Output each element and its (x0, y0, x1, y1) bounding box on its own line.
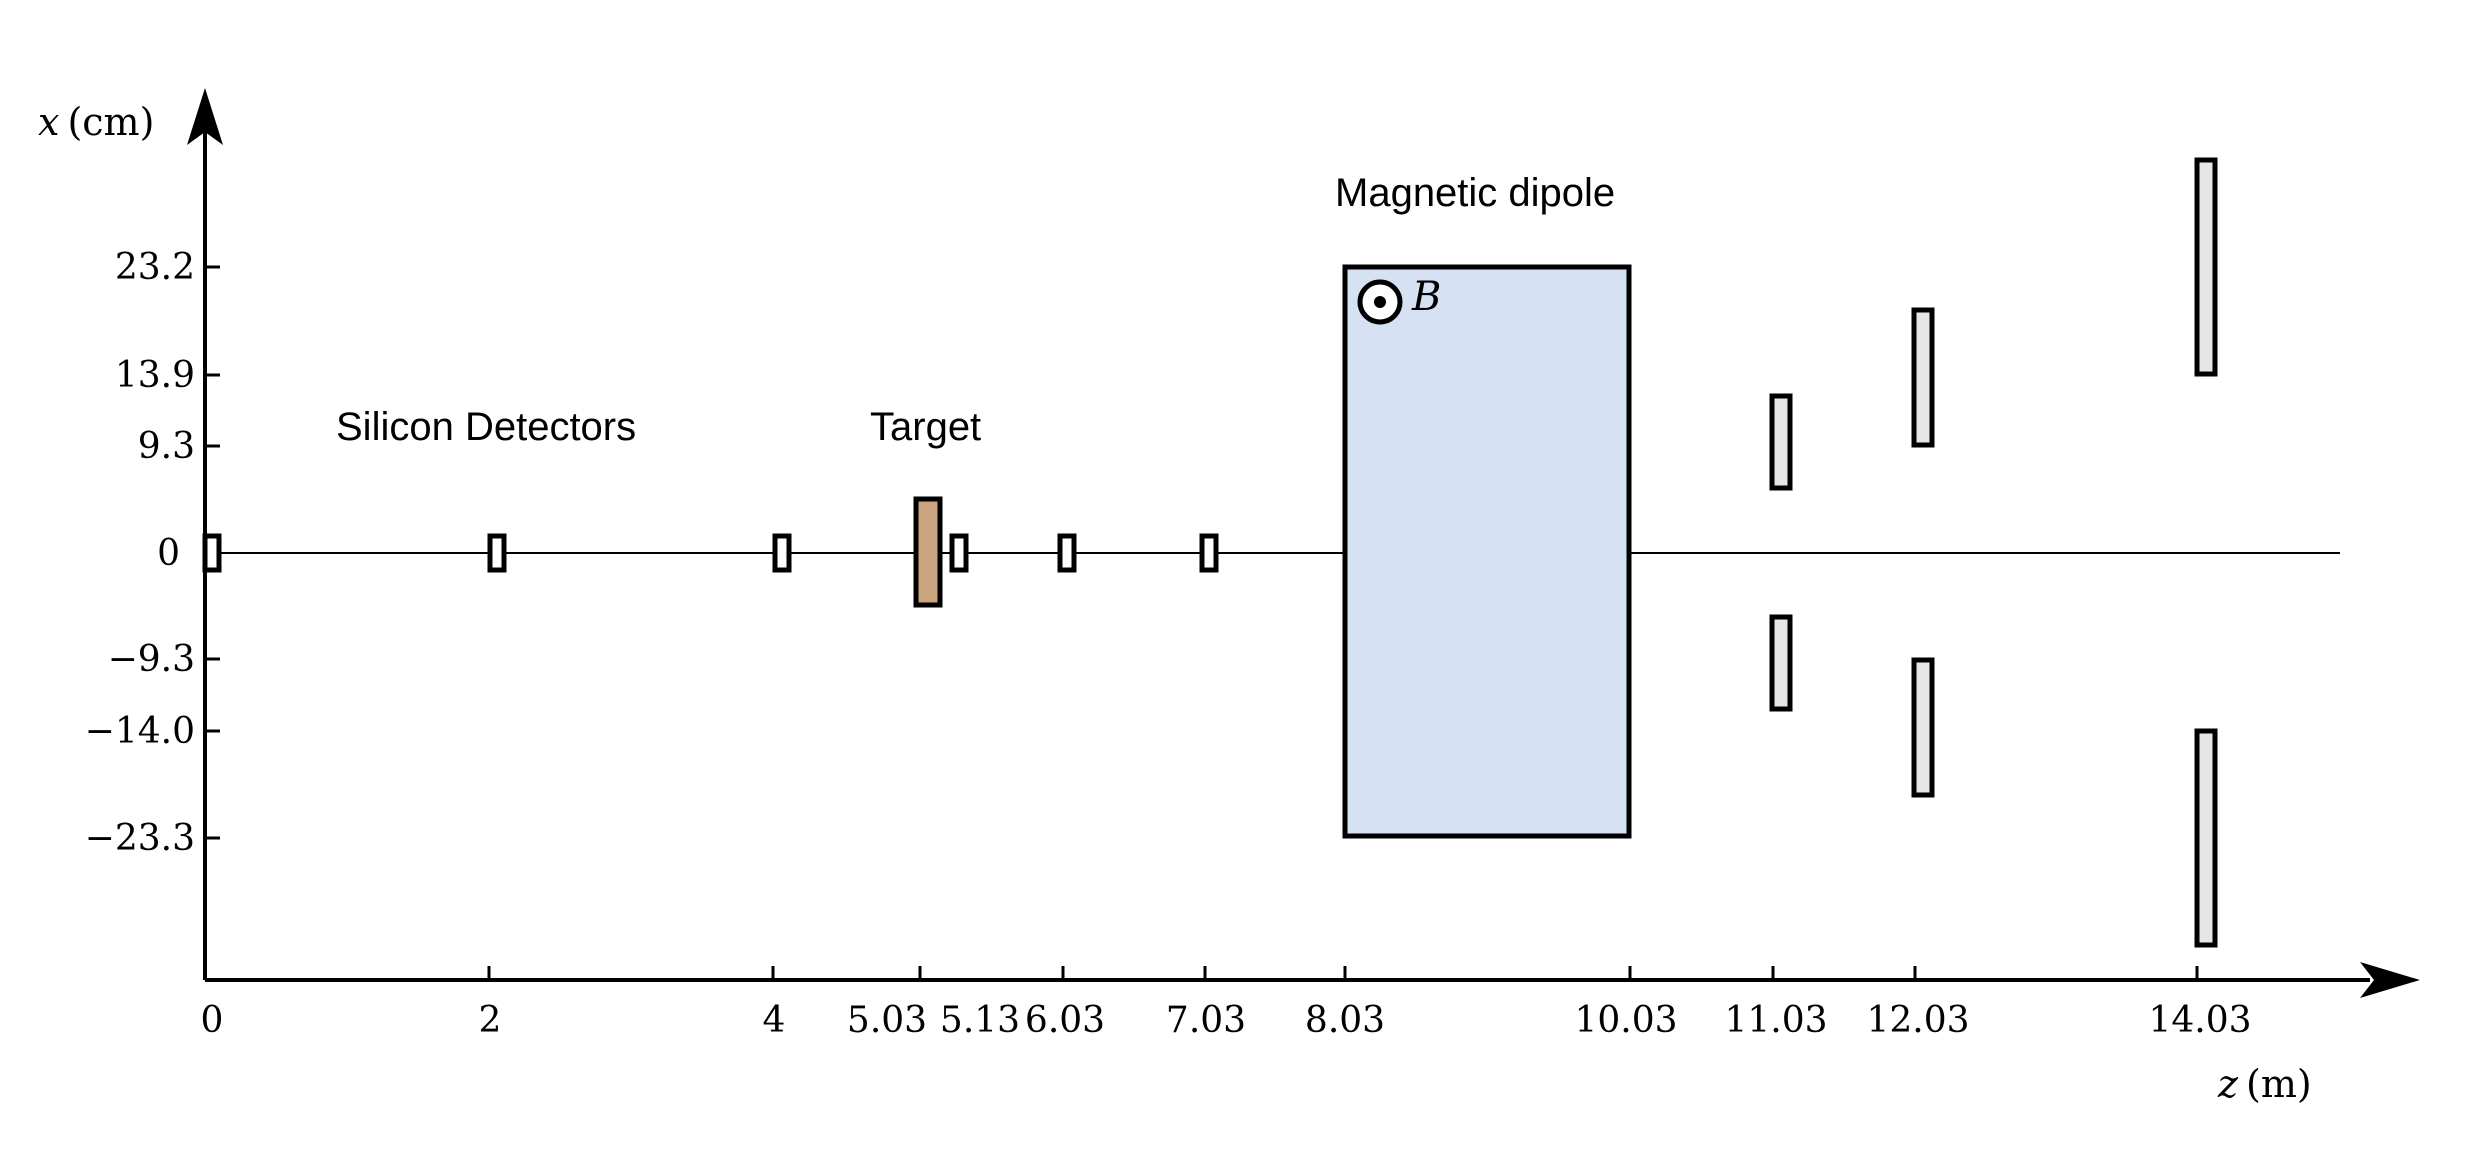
downstream-detector-lower (1911, 657, 1935, 798)
downstream-detectors (1769, 157, 2218, 948)
downstream-detector-upper (1911, 307, 1935, 448)
silicon-detector (772, 533, 792, 573)
z-tick-label: 4 (763, 1000, 786, 1041)
silicon-detectors-label: Silicon Detectors (336, 405, 636, 449)
silicon-detector (202, 533, 222, 573)
z-axis-arrow-icon (2360, 962, 2420, 998)
silicon-detectors (202, 533, 1219, 573)
z-tick-label: 10.03 (1574, 1000, 1677, 1041)
x-ticks: 23.2 13.9 9.3 0 −9.3 −14.0 −23.3 (85, 247, 220, 859)
target-block (913, 496, 943, 608)
x-tick-label: −9.3 (108, 639, 195, 680)
z-tick-label: 0 (201, 1000, 224, 1041)
magnetic-dipole-label: Magnetic dipole (1335, 171, 1615, 215)
z-tick-label: 5.13 (940, 1000, 1020, 1041)
z-tick-label: 6.03 (1025, 1000, 1105, 1041)
z-tick-label: 2 (479, 1000, 502, 1041)
downstream-detector-lower (1769, 614, 1793, 712)
x-axis-title: x (cm) (38, 100, 154, 144)
x-tick-label: 23.2 (115, 247, 195, 288)
z-tick-label: 11.03 (1724, 1000, 1827, 1041)
field-label: B (1411, 274, 1441, 320)
z-tick-label: 12.03 (1866, 1000, 1969, 1041)
x-tick-label: 13.9 (115, 355, 195, 396)
z-tick-label: 8.03 (1305, 1000, 1385, 1041)
z-tick-label: 7.03 (1166, 1000, 1246, 1041)
silicon-detector (949, 533, 969, 573)
z-tick-label: 14.03 (2148, 1000, 2251, 1041)
field-out-of-page-icon (1357, 279, 1403, 325)
x-tick-label: 0 (157, 533, 180, 574)
x-axis-var: x (38, 100, 59, 144)
z-axis-unit: (m) (2246, 1062, 2312, 1106)
z-ticks: 0 2 4 5.03 5.13 6.03 7.03 8.03 10.03 11.… (201, 966, 2252, 1041)
x-tick-label: 9.3 (138, 426, 195, 467)
x-tick-label: −23.3 (85, 818, 195, 859)
silicon-detector (1199, 533, 1219, 573)
z-tick-label: 5.03 (847, 1000, 927, 1041)
x-axis-arrow-icon (187, 88, 223, 145)
downstream-detector-lower (2194, 728, 2218, 948)
x-tick-label: −14.0 (85, 711, 195, 752)
target-label: Target (870, 405, 981, 449)
magnetic-dipole (1342, 264, 1632, 839)
silicon-detector (1057, 533, 1077, 573)
x-axis-unit: (cm) (67, 100, 154, 144)
downstream-detector-upper (1769, 393, 1793, 491)
silicon-detector (487, 533, 507, 573)
z-axis-var: z (2217, 1062, 2239, 1106)
z-axis-title: z (m) (2217, 1062, 2312, 1106)
downstream-detector-upper (2194, 157, 2218, 377)
